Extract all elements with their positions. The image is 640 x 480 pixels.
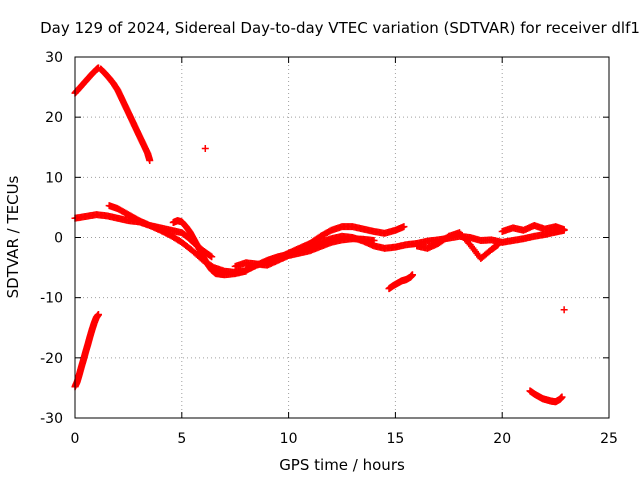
data-point-marker [208, 253, 216, 261]
data-point-marker [201, 144, 209, 152]
x-tick-label: 25 [600, 431, 618, 447]
series-segment-late-low [526, 387, 566, 406]
y-tick-label: 20 [45, 110, 63, 126]
series-main-band-e [231, 235, 378, 270]
axis-ticks: 0 5 10 15 20 25 -30 -20 -10 0 10 20 30 [40, 50, 618, 447]
x-tick-label: 10 [280, 431, 298, 447]
grid-lines [75, 57, 609, 418]
x-tick-label: 5 [177, 431, 186, 447]
x-tick-label: 15 [386, 431, 404, 447]
data-point-marker [400, 223, 408, 231]
series-segment-mid-low [385, 271, 416, 293]
data-point-marker [494, 241, 502, 249]
x-axis-label: GPS time / hours [279, 456, 405, 474]
y-axis-label: SDTVAR / TECUs [4, 175, 22, 298]
data-point-marker [408, 271, 416, 279]
x-tick-label: 0 [71, 431, 80, 447]
y-tick-label: 30 [45, 50, 63, 66]
series-main-band-g [498, 221, 568, 235]
data-point-marker [370, 237, 378, 245]
data-point-marker [94, 311, 102, 319]
y-tick-label: 0 [54, 231, 63, 247]
series-segment-falling-high [97, 65, 154, 164]
data-point-marker [146, 156, 154, 164]
y-tick-label: 10 [45, 170, 63, 186]
series-main-band-f [413, 229, 502, 263]
series-segment-rising-low [71, 311, 102, 391]
series-isolated-point-late [560, 306, 568, 314]
series-main-band-c [169, 217, 250, 279]
data-point-marker [560, 226, 568, 234]
data-point-marker [558, 393, 566, 401]
x-tick-label: 20 [493, 431, 511, 447]
y-tick-label: -20 [40, 351, 63, 367]
y-tick-label: -10 [40, 291, 63, 307]
data-point-marker [207, 252, 215, 260]
chart-title: Day 129 of 2024, Sidereal Day-to-day VTE… [40, 19, 640, 37]
series-isolated-point-high [201, 144, 209, 152]
data-points [71, 64, 568, 406]
data-point-marker [560, 306, 568, 314]
y-tick-label: -30 [40, 411, 63, 427]
